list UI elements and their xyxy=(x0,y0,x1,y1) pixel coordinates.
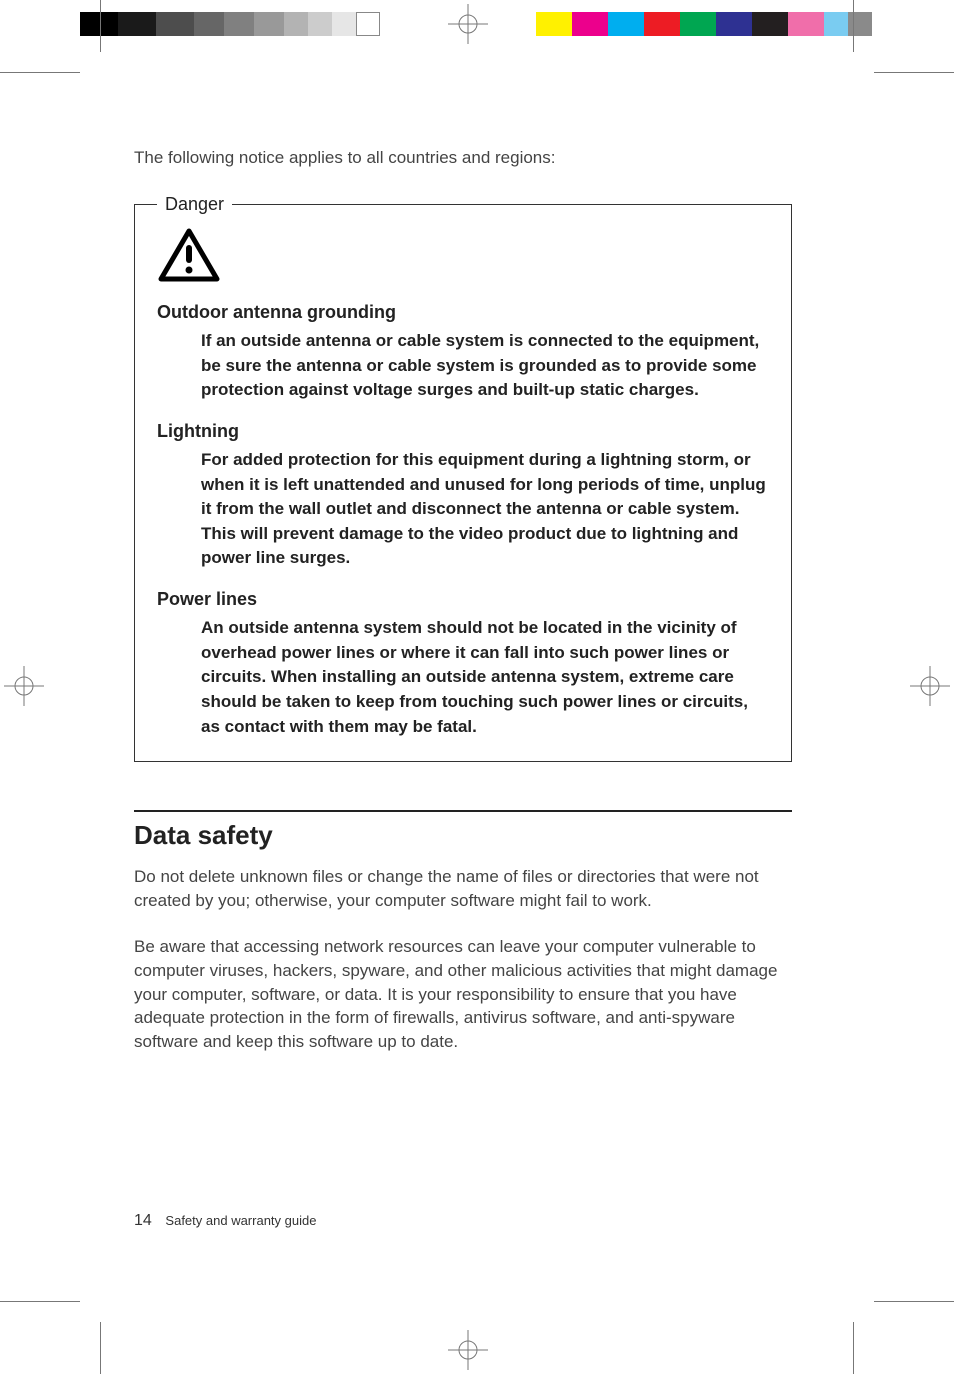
registration-mark-icon xyxy=(4,666,44,706)
page-content: The following notice applies to all coun… xyxy=(134,148,792,1076)
crop-mark xyxy=(874,72,954,73)
crop-mark xyxy=(853,1322,854,1374)
danger-section-title: Lightning xyxy=(157,421,769,442)
crop-mark xyxy=(100,0,101,52)
warning-triangle-icon xyxy=(157,227,769,288)
crop-mark xyxy=(874,1301,954,1302)
body-paragraph: Do not delete unknown files or change th… xyxy=(134,865,792,913)
body-paragraph: Be aware that accessing network resource… xyxy=(134,935,792,1054)
color-bar xyxy=(536,12,872,36)
page-number: 14 xyxy=(134,1212,152,1229)
footer-title: Safety and warranty guide xyxy=(165,1213,316,1228)
registration-mark-icon xyxy=(448,4,488,44)
danger-box: Danger Outdoor antenna grounding If an o… xyxy=(134,204,792,762)
section-heading: Data safety xyxy=(134,820,792,851)
intro-text: The following notice applies to all coun… xyxy=(134,148,792,168)
danger-section-title: Outdoor antenna grounding xyxy=(157,302,769,323)
crop-mark xyxy=(100,1322,101,1374)
crop-mark xyxy=(0,72,80,73)
danger-section-body: An outside antenna system should not be … xyxy=(201,616,769,739)
section-rule xyxy=(134,810,792,812)
danger-section-title: Power lines xyxy=(157,589,769,610)
danger-label: Danger xyxy=(157,194,232,215)
page-footer: 14 Safety and warranty guide xyxy=(134,1212,316,1230)
danger-section: Lightning For added protection for this … xyxy=(157,421,769,571)
crop-mark xyxy=(0,1301,80,1302)
registration-mark-icon xyxy=(910,666,950,706)
registration-mark-icon xyxy=(448,1330,488,1370)
danger-section-body: For added protection for this equipment … xyxy=(201,448,769,571)
danger-section: Outdoor antenna grounding If an outside … xyxy=(157,302,769,403)
danger-section: Power lines An outside antenna system sh… xyxy=(157,589,769,739)
danger-section-body: If an outside antenna or cable system is… xyxy=(201,329,769,403)
crop-mark xyxy=(853,0,854,52)
grayscale-bar xyxy=(80,12,380,36)
